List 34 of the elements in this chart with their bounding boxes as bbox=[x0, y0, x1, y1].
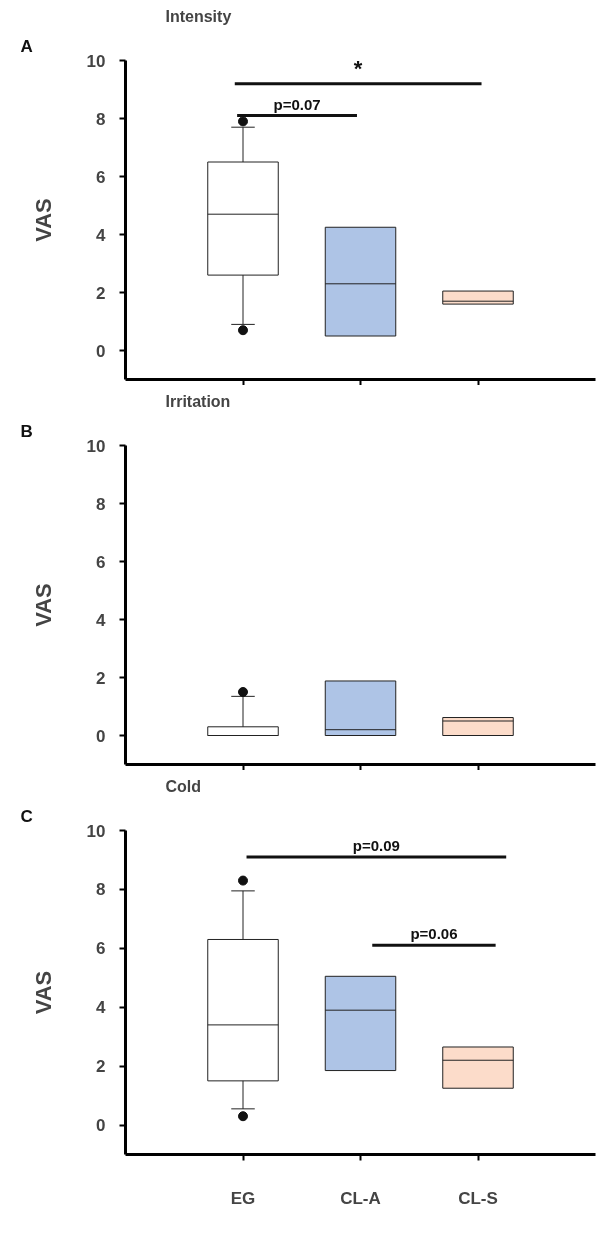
x-tick-label: CL-A bbox=[340, 1188, 381, 1208]
y-tick-label: 8 bbox=[96, 494, 106, 514]
y-tick-label: 10 bbox=[86, 821, 106, 841]
y-axis-title: VAS bbox=[30, 970, 56, 1015]
y-axis-title: VAS bbox=[30, 198, 56, 242]
x-tick-label: CL-S bbox=[458, 1188, 498, 1208]
y-tick-label: 8 bbox=[96, 880, 106, 900]
text: B bbox=[20, 421, 33, 441]
chart-title: Cold bbox=[165, 777, 202, 795]
y-tick-label: 6 bbox=[96, 939, 106, 959]
chart-title: Irritation bbox=[165, 392, 231, 410]
y-tick-label: 4 bbox=[96, 225, 107, 245]
y-tick-label: 4 bbox=[96, 998, 107, 1018]
annotation: p=0.09 bbox=[352, 837, 400, 855]
x-tick-label: EG bbox=[230, 1188, 256, 1208]
y-tick-label: 6 bbox=[96, 167, 106, 187]
y-tick-label: 10 bbox=[86, 51, 106, 71]
chart-title: Intensity bbox=[165, 7, 232, 25]
annotation: p=0.07 bbox=[273, 95, 321, 113]
y-tick-label: 2 bbox=[96, 283, 106, 303]
y-tick-label: 0 bbox=[96, 1116, 106, 1136]
annotation: p=0.06 bbox=[410, 925, 458, 943]
y-tick-label: 4 bbox=[96, 610, 107, 630]
y-tick-label: 0 bbox=[96, 341, 106, 361]
y-axis-title: VAS bbox=[30, 583, 56, 627]
y-tick-label: 2 bbox=[96, 1057, 106, 1077]
y-tick-label: 2 bbox=[96, 668, 106, 688]
text: C bbox=[20, 806, 33, 826]
annotation: * bbox=[353, 55, 363, 81]
y-tick-label: 6 bbox=[96, 552, 106, 572]
text: A bbox=[20, 36, 33, 56]
y-tick-label: 0 bbox=[96, 726, 106, 746]
y-tick-label: 10 bbox=[86, 436, 106, 456]
y-tick-label: 8 bbox=[96, 109, 106, 129]
